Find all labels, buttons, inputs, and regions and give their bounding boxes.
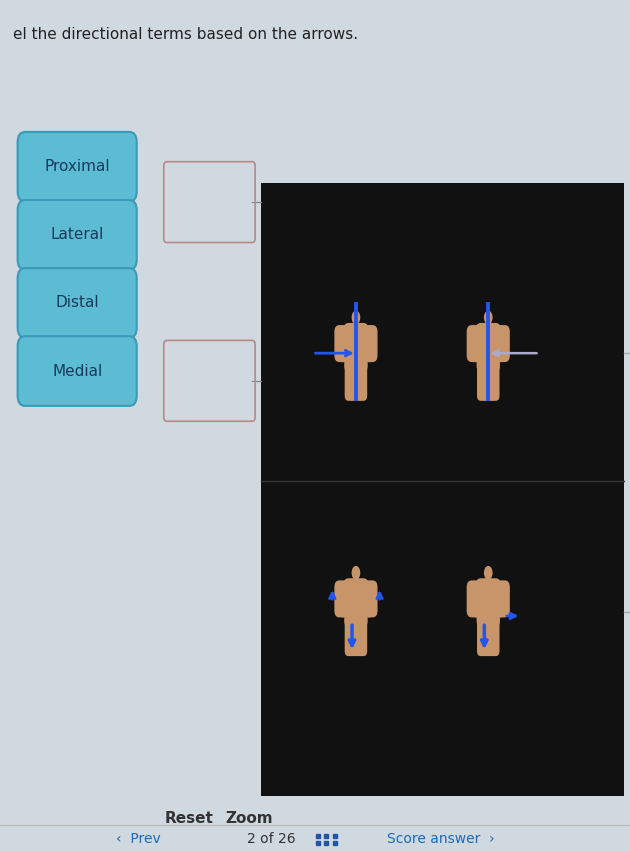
Bar xyxy=(354,320,358,330)
FancyBboxPatch shape xyxy=(492,580,510,618)
FancyBboxPatch shape xyxy=(335,580,352,618)
Text: Zoom: Zoom xyxy=(225,811,273,826)
FancyBboxPatch shape xyxy=(467,325,484,363)
Ellipse shape xyxy=(499,610,504,618)
FancyBboxPatch shape xyxy=(360,580,377,618)
Ellipse shape xyxy=(481,397,487,401)
Ellipse shape xyxy=(490,652,495,656)
FancyBboxPatch shape xyxy=(343,579,369,618)
Text: Score answer  ›: Score answer › xyxy=(387,832,495,846)
Text: Reset: Reset xyxy=(164,811,214,826)
Ellipse shape xyxy=(484,311,493,324)
Bar xyxy=(354,575,358,585)
Ellipse shape xyxy=(352,566,360,580)
FancyBboxPatch shape xyxy=(477,351,500,371)
FancyBboxPatch shape xyxy=(467,580,484,618)
FancyBboxPatch shape xyxy=(485,360,500,401)
Ellipse shape xyxy=(484,566,493,580)
FancyBboxPatch shape xyxy=(335,325,352,363)
Text: el the directional terms based on the arrows.: el the directional terms based on the ar… xyxy=(13,27,358,43)
FancyBboxPatch shape xyxy=(485,615,500,656)
Ellipse shape xyxy=(472,610,478,618)
Bar xyxy=(261,183,624,796)
Ellipse shape xyxy=(352,311,360,324)
FancyBboxPatch shape xyxy=(492,325,510,363)
Ellipse shape xyxy=(357,397,363,401)
FancyBboxPatch shape xyxy=(477,360,491,401)
Text: Distal: Distal xyxy=(55,295,99,311)
FancyBboxPatch shape xyxy=(476,579,501,618)
Ellipse shape xyxy=(349,652,355,656)
FancyBboxPatch shape xyxy=(345,360,359,401)
FancyBboxPatch shape xyxy=(18,132,137,202)
Ellipse shape xyxy=(367,355,372,363)
FancyBboxPatch shape xyxy=(344,606,368,626)
Ellipse shape xyxy=(481,652,487,656)
Ellipse shape xyxy=(499,355,504,363)
Text: Proximal: Proximal xyxy=(44,159,110,174)
Text: ‹  Prev: ‹ Prev xyxy=(116,832,161,846)
FancyBboxPatch shape xyxy=(477,615,491,656)
FancyBboxPatch shape xyxy=(18,268,137,338)
Ellipse shape xyxy=(490,397,495,401)
Ellipse shape xyxy=(340,355,345,363)
Text: Lateral: Lateral xyxy=(50,227,104,243)
FancyBboxPatch shape xyxy=(476,323,501,363)
FancyBboxPatch shape xyxy=(345,615,359,656)
FancyBboxPatch shape xyxy=(360,325,377,363)
FancyBboxPatch shape xyxy=(18,200,137,270)
Text: Medial: Medial xyxy=(52,363,102,379)
Ellipse shape xyxy=(472,355,478,363)
Ellipse shape xyxy=(340,610,345,618)
FancyBboxPatch shape xyxy=(344,351,368,371)
Ellipse shape xyxy=(357,652,363,656)
Bar xyxy=(486,320,490,330)
FancyBboxPatch shape xyxy=(343,323,369,363)
Ellipse shape xyxy=(349,397,355,401)
FancyBboxPatch shape xyxy=(353,360,367,401)
Text: 2 of 26: 2 of 26 xyxy=(246,832,295,846)
FancyBboxPatch shape xyxy=(353,615,367,656)
Ellipse shape xyxy=(367,610,372,618)
FancyBboxPatch shape xyxy=(477,606,500,626)
FancyBboxPatch shape xyxy=(18,336,137,406)
Bar xyxy=(486,575,490,585)
